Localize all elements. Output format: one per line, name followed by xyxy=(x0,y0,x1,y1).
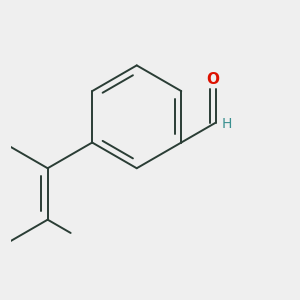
Text: H: H xyxy=(222,117,232,131)
Text: O: O xyxy=(207,72,220,87)
